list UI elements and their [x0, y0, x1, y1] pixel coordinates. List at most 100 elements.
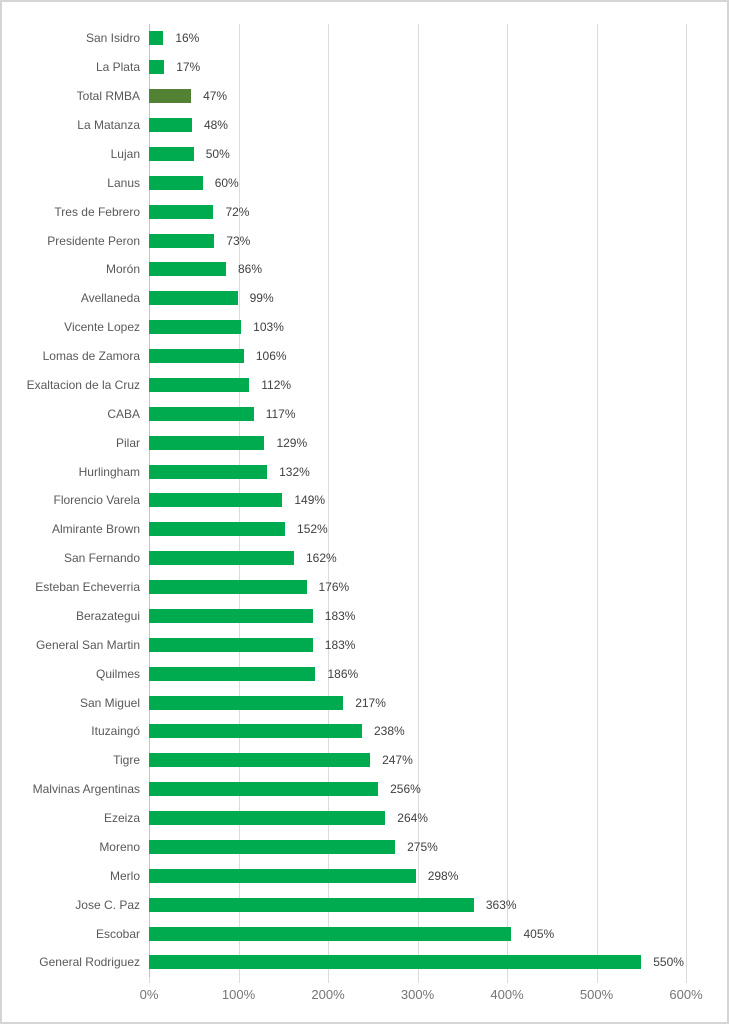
chart-row: Quilmes 186% — [2, 659, 702, 688]
category-label: CABA — [107, 406, 140, 421]
value-label: 162% — [305, 551, 337, 566]
value-label: 183% — [324, 637, 356, 652]
bar-zone: 264% — [149, 811, 702, 826]
chart-row: Presidente Peron 73% — [2, 226, 702, 255]
axis-tick — [507, 977, 508, 983]
bar — [149, 868, 416, 883]
value-label: 99% — [249, 291, 274, 306]
value-label: 112% — [261, 377, 292, 392]
bar — [149, 406, 254, 421]
chart-row: Tigre 247% — [2, 746, 702, 775]
value-label: 48% — [203, 118, 228, 133]
bar — [149, 608, 313, 623]
bar — [149, 291, 238, 306]
category-label: Morón — [105, 262, 140, 277]
bar — [149, 377, 250, 392]
category-label: Vicente Lopez — [64, 320, 140, 335]
value-label: 256% — [390, 782, 421, 797]
axis-tick-label: 100% — [221, 987, 256, 1002]
category-label: Ituzaingó — [91, 724, 140, 739]
category-label: Lanus — [107, 175, 140, 190]
category-label: Lujan — [110, 146, 140, 161]
value-label: 17% — [176, 60, 201, 75]
category-label: Ezeiza — [103, 811, 140, 826]
value-label: 363% — [485, 897, 517, 912]
category-label: Moreno — [99, 839, 140, 854]
chart-row: Florencio Varela 149% — [2, 486, 702, 515]
value-label: 183% — [324, 608, 356, 623]
category-label: Berazategui — [75, 608, 140, 623]
chart-row: Berazategui 183% — [2, 602, 702, 631]
bar — [149, 955, 642, 970]
bar-zone: 183% — [149, 608, 702, 623]
axis-tick-label: 400% — [490, 987, 524, 1002]
chart-row: Exaltacion de la Cruz 112% — [2, 371, 702, 400]
value-label: 73% — [226, 233, 251, 248]
bar — [149, 580, 307, 595]
bar — [149, 146, 194, 161]
category-label: Presidente Peron — [47, 233, 140, 248]
category-label: San Fernando — [63, 551, 140, 566]
bar-zone: 298% — [149, 868, 702, 883]
bar-zone: 17% — [149, 60, 702, 75]
bar — [149, 839, 396, 854]
value-label: 275% — [407, 839, 438, 854]
chart-row: Jose C. Paz 363% — [2, 890, 702, 919]
bar-zone: 73% — [149, 233, 702, 248]
bar-zone: 247% — [149, 753, 702, 768]
category-label: San Miguel — [79, 695, 140, 710]
chart-row: CABA 117% — [2, 399, 702, 428]
bar — [149, 782, 379, 797]
axis-tick-label: 200% — [311, 987, 345, 1002]
category-label: Quilmes — [95, 666, 140, 681]
bar-zone: 72% — [149, 204, 702, 219]
value-label: 405% — [523, 926, 555, 941]
category-label: Pilar — [115, 435, 140, 450]
value-label: 106% — [255, 349, 287, 364]
bar — [149, 753, 371, 768]
category-label: Almirante Brown — [51, 522, 140, 537]
bar — [149, 204, 214, 219]
bar-zone: 275% — [149, 839, 702, 854]
chart-row: Lujan 50% — [2, 140, 702, 169]
bar — [149, 493, 283, 508]
bar-zone: 106% — [149, 349, 702, 364]
value-label: 60% — [214, 175, 239, 190]
category-label: Hurlingham — [78, 464, 140, 479]
bar — [149, 175, 203, 190]
value-label: 117% — [265, 406, 296, 421]
bar-zone: 256% — [149, 782, 702, 797]
chart-row: General Rodriguez 550% — [2, 948, 702, 977]
bar-zone: 152% — [149, 522, 702, 537]
bar — [149, 435, 265, 450]
value-label: 129% — [276, 435, 308, 450]
chart-rows: San Isidro 16% La Plata 17% Total RMBA 47% La … — [2, 24, 702, 977]
category-label: Lomas de Zamora — [42, 349, 140, 364]
value-label: 72% — [225, 204, 250, 219]
axis-tick-label: 600% — [669, 987, 703, 1002]
x-axis: 0% 100% 200% 300% 400% 500% 600% — [140, 977, 703, 1017]
value-label: 176% — [318, 580, 350, 595]
bar-zone: 217% — [149, 695, 702, 710]
bar — [149, 262, 226, 277]
axis-tick — [417, 977, 419, 983]
bar — [149, 666, 316, 681]
bar-zone: 99% — [149, 291, 702, 306]
bar — [149, 320, 242, 335]
chart-row: Avellaneda 99% — [2, 284, 702, 313]
category-label: Avellaneda — [80, 291, 140, 306]
axis-tick — [328, 977, 329, 983]
category-label: General San Martin — [35, 637, 140, 652]
value-label: 50% — [205, 146, 230, 161]
bar — [149, 522, 286, 537]
bar-zone: 16% — [149, 31, 702, 46]
category-label: La Matanza — [77, 118, 140, 133]
value-label: 264% — [397, 811, 428, 826]
chart-row: La Matanza 48% — [2, 111, 702, 140]
bar — [149, 118, 192, 133]
axis-tick-label: 500% — [579, 987, 614, 1002]
chart-row: San Fernando 162% — [2, 544, 702, 573]
bar-zone: 112% — [149, 377, 702, 392]
chart-row: Lomas de Zamora 106% — [2, 342, 702, 371]
